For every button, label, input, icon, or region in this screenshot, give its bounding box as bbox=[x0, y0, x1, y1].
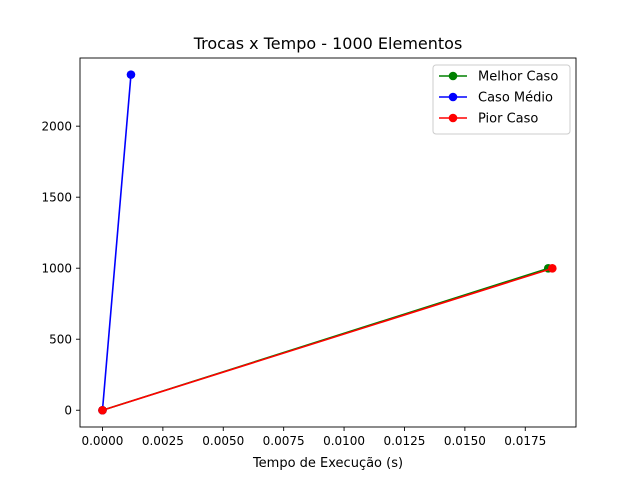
legend-marker bbox=[448, 92, 458, 102]
y-tick-label: 0 bbox=[64, 404, 72, 418]
x-tick-label: 0.0025 bbox=[142, 434, 184, 448]
plot-series bbox=[98, 70, 557, 415]
y-tick-label: 500 bbox=[49, 333, 72, 347]
axes-area: 0.0000 0.0025 0.0050 0.0075 0.0100 0.0125 0.01… bbox=[41, 57, 577, 448]
legend-label: Caso Médio bbox=[478, 91, 553, 106]
series-line bbox=[101, 74, 132, 411]
x-tick-label: 0.0075 bbox=[263, 434, 305, 448]
plot-frame bbox=[79, 57, 577, 428]
x-tick-label: 0.0150 bbox=[444, 434, 486, 448]
series-line bbox=[102, 267, 553, 412]
x-tick-label: 0.0100 bbox=[323, 434, 365, 448]
x-tick-label: 0.0000 bbox=[81, 434, 123, 448]
y-tick-label: 1000 bbox=[41, 262, 72, 276]
chart-title: Trocas x Tempo - 1000 Elementos bbox=[193, 34, 463, 53]
x-axis-label: Tempo de Execução (s) bbox=[252, 456, 403, 471]
legend-marker bbox=[448, 113, 458, 123]
y-tick-label: 2000 bbox=[41, 120, 72, 134]
legend: Melhor Caso Caso Médio Pior Caso bbox=[432, 64, 571, 135]
data-point bbox=[126, 70, 136, 79]
legend-label: Melhor Caso bbox=[478, 70, 558, 85]
data-point bbox=[548, 264, 557, 273]
x-tick-label: 0.0050 bbox=[202, 434, 244, 448]
legend-marker bbox=[448, 71, 458, 81]
y-tick-label: 1500 bbox=[41, 191, 72, 205]
x-tick-label: 0.0175 bbox=[504, 434, 546, 448]
x-tick-label: 0.0125 bbox=[383, 434, 425, 448]
legend-label: Pior Caso bbox=[478, 112, 538, 127]
legend-box bbox=[432, 64, 571, 135]
data-point bbox=[98, 405, 107, 415]
